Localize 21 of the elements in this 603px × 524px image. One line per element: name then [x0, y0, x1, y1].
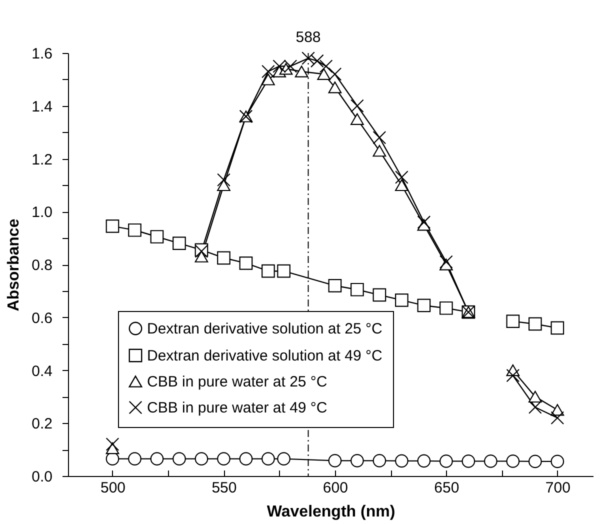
y-tick-label: 1.6: [32, 46, 52, 62]
x-tick-label: 550: [212, 480, 237, 496]
y-tick-label: 0.6: [32, 310, 52, 327]
legend-label: CBB in pure water at 49 °C: [147, 400, 328, 416]
y-tick-label: 0.8: [32, 257, 52, 274]
ref-line-label: 588: [296, 29, 321, 46]
y-axis-title: Absorbance: [6, 218, 23, 312]
y-tick-label: 0.0: [32, 468, 52, 486]
x-tick-label: 600: [322, 480, 348, 496]
y-tick-label: 1.2: [32, 151, 52, 168]
legend-label: Dextran derivative solution at 25 °C: [147, 320, 382, 338]
x-tick-label: 500: [100, 480, 126, 496]
x-tick-label: 650: [434, 480, 460, 496]
y-tick-label: 1.4: [32, 98, 52, 116]
y-tick-label: 1.0: [32, 204, 52, 222]
legend-label: Dextran derivative solution at 49 °C: [147, 348, 382, 364]
x-axis-title: Wavelength (nm): [266, 504, 396, 520]
y-tick-label: 0.2: [32, 416, 52, 433]
legend-label: CBB in pure water at 25 °C: [147, 374, 328, 390]
x-tick-label: 700: [545, 480, 570, 496]
y-tick-label: 0.4: [32, 362, 52, 380]
